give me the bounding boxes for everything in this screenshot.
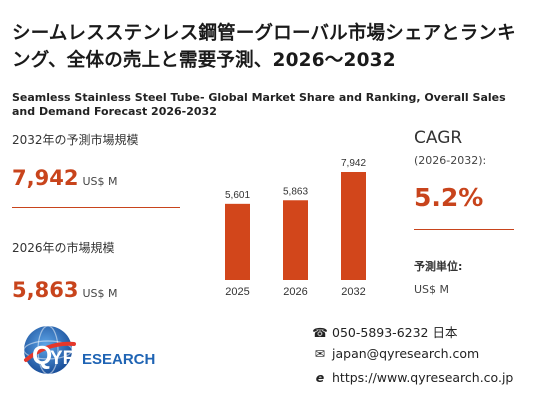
globe-icon: [24, 326, 72, 374]
logo-letter-q: Q: [32, 340, 52, 370]
page-subtitle: Seamless Stainless Steel Tube- Global Ma…: [12, 91, 506, 118]
cagr-value: 5.2%: [414, 183, 484, 212]
forecast-2032-unit: US$ M: [82, 175, 118, 188]
globe-line: [23, 340, 73, 360]
forecast-unit-title: 予測単位:: [414, 260, 463, 273]
category-label: 2032: [341, 286, 365, 298]
web-text[interactable]: https://www.qyresearch.co.jp: [332, 370, 514, 385]
cagr-title: CAGR: [414, 128, 463, 148]
forecast-unit-value: US$ M: [414, 283, 450, 296]
logo-swoosh: [24, 341, 76, 362]
cagr-range: (2026-2032):: [414, 154, 487, 167]
forecast-2032-value: 7,942 US$ M: [12, 166, 117, 190]
market-2026-unit: US$ M: [82, 287, 118, 300]
stat-divider: [12, 207, 180, 208]
phone-icon: ☎: [312, 325, 328, 340]
mail-icon: ✉: [314, 346, 326, 361]
page-title: シームレスステンレス鋼管ーグローバル市場シェアとランキング、全体の売上と需要予測…: [12, 23, 516, 71]
cagr-divider: [414, 229, 514, 230]
bar-value-label: 7,942: [341, 158, 366, 169]
market-size-bar-chart: 5,601 2025 5,863 2026 7,942 2032: [225, 158, 366, 298]
bar-2026: [283, 200, 308, 280]
market-2026-label: 2026年の市場規模: [12, 241, 115, 255]
contact-email[interactable]: ✉ japan@qyresearch.com: [312, 346, 479, 361]
bar-2025: [225, 203, 250, 280]
web-icon: e: [315, 370, 325, 385]
market-2026-number: 5,863: [12, 278, 79, 302]
email-text[interactable]: japan@qyresearch.com: [332, 346, 480, 361]
bar-value-label: 5,863: [283, 186, 308, 197]
category-label: 2026: [283, 286, 307, 298]
market-2026-value: 5,863 US$ M: [12, 278, 117, 302]
logo-letters-yr: YR: [50, 348, 77, 369]
qyresearch-logo: Q YR ESEARCH: [23, 325, 155, 375]
bar-2032: [341, 172, 366, 280]
contact-phone: ☎ 050-5893-6232 日本: [312, 322, 457, 341]
phone-text: 050-5893-6232 日本: [332, 325, 458, 340]
forecast-2032-label: 2032年の予測市場規模: [12, 133, 139, 147]
forecast-2032-number: 7,942: [12, 166, 79, 190]
logo-letters-esearch: ESEARCH: [82, 351, 155, 368]
category-label: 2025: [225, 286, 249, 298]
bar-value-label: 5,601: [225, 190, 250, 201]
contact-web[interactable]: e https://www.qyresearch.co.jp: [312, 370, 514, 385]
